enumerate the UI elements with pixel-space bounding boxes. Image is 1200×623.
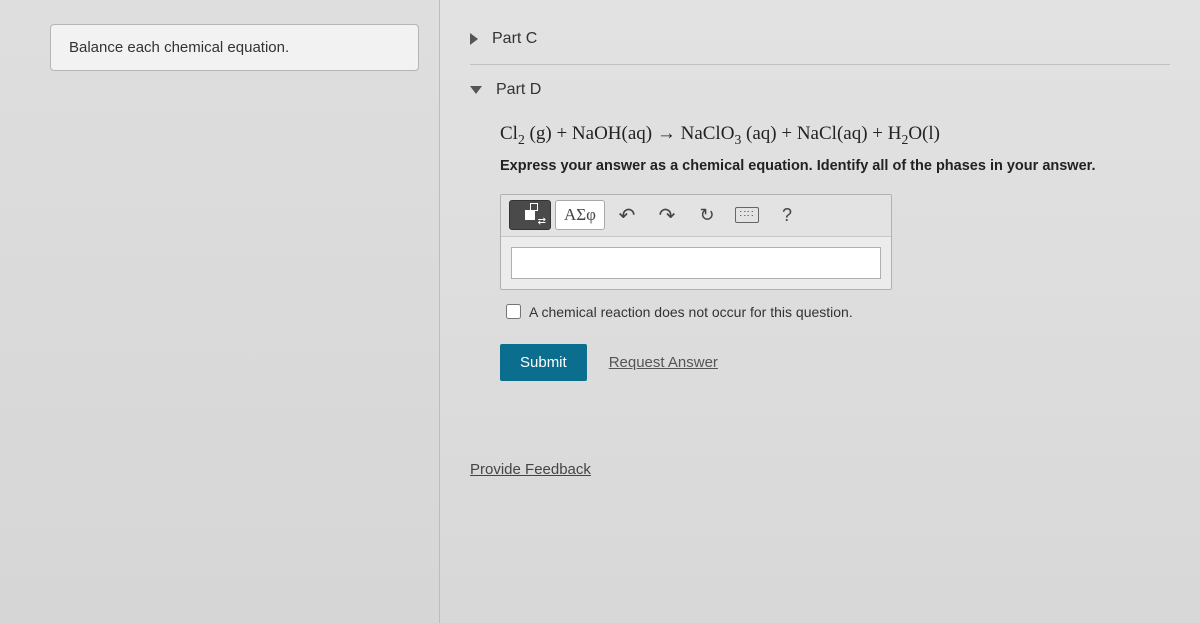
template-box-icon (525, 210, 535, 220)
chevron-right-icon (470, 33, 478, 45)
help-button[interactable]: ? (769, 200, 805, 230)
submit-button[interactable]: Submit (500, 344, 587, 381)
redo-button[interactable]: ↷ (649, 200, 685, 230)
keyboard-icon: ∷∷ (735, 207, 760, 223)
template-button[interactable]: ⇄ (509, 200, 551, 230)
greek-symbols-button[interactable]: ΑΣφ (555, 200, 605, 230)
keyboard-button[interactable]: ∷∷ (729, 200, 765, 230)
no-reaction-label: A chemical reaction does not occur for t… (529, 304, 853, 320)
no-reaction-row[interactable]: A chemical reaction does not occur for t… (506, 304, 1170, 320)
editor-toolbar: ⇄ ΑΣφ ↶ ↷ ↻ ∷∷ ? (501, 195, 891, 237)
template-arrows-icon: ⇄ (538, 216, 546, 227)
problem-statement-text: Balance each chemical equation. (69, 39, 289, 56)
part-c-label: Part C (492, 30, 537, 48)
answer-input[interactable] (511, 247, 881, 279)
answer-input-area (511, 247, 881, 279)
main-container: Balance each chemical equation. Part C P… (0, 0, 1200, 623)
divider (470, 64, 1170, 65)
provide-feedback-link[interactable]: Provide Feedback (470, 461, 591, 478)
template-superscript-icon (530, 203, 538, 211)
part-d-label: Part D (496, 81, 541, 99)
equation-editor: ⇄ ΑΣφ ↶ ↷ ↻ ∷∷ ? (500, 194, 892, 290)
problem-statement-box: Balance each chemical equation. (50, 24, 419, 71)
right-column: Part C Part D Cl2 (g) + NaOH(aq) → NaClO… (440, 0, 1200, 623)
chemical-equation: Cl2 (g) + NaOH(aq) → NaClO3 (aq) + NaCl(… (500, 123, 1170, 148)
part-d-header[interactable]: Part D (470, 71, 1170, 109)
reset-button[interactable]: ↻ (689, 200, 725, 230)
no-reaction-checkbox[interactable] (506, 304, 521, 319)
instruction-text: Express your answer as a chemical equati… (500, 158, 1170, 174)
left-column: Balance each chemical equation. (0, 0, 440, 623)
part-c-header[interactable]: Part C (470, 20, 1170, 58)
submit-row: Submit Request Answer (500, 344, 1170, 381)
chevron-down-icon (470, 86, 482, 94)
undo-button[interactable]: ↶ (609, 200, 645, 230)
request-answer-link[interactable]: Request Answer (609, 354, 718, 371)
part-d-body: Cl2 (g) + NaOH(aq) → NaClO3 (aq) + NaCl(… (470, 109, 1170, 401)
